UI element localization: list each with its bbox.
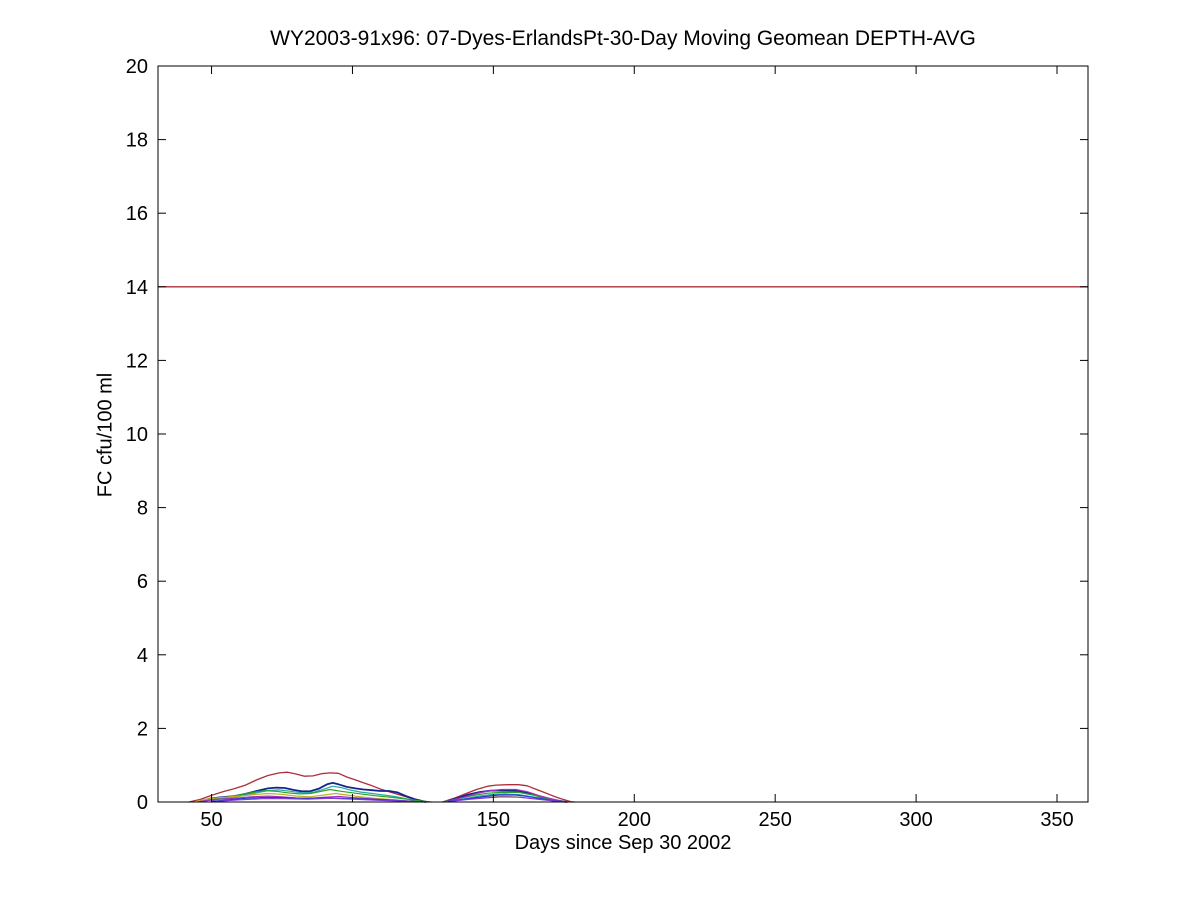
y-tick-label: 6	[137, 571, 148, 593]
axes-box	[157, 65, 1089, 803]
x-tick-label: 350	[1040, 809, 1073, 831]
y-tick-label: 4	[137, 645, 148, 667]
x-tick-label: 250	[758, 809, 791, 831]
x-tick-label: 300	[899, 809, 932, 831]
x-tick-label: 150	[477, 809, 510, 831]
chart-title: WY2003-91x96: 07-Dyes-ErlandsPt-30-Day M…	[270, 27, 976, 50]
y-tick-label: 10	[126, 424, 148, 446]
y-tick-label: 20	[126, 56, 148, 78]
series-envelope-max	[188, 771, 430, 803]
y-axis-label: FC cfu/100 ml	[94, 372, 117, 498]
series-purple	[447, 788, 568, 803]
series-envelope-max	[441, 784, 573, 803]
x-tick-label: 50	[200, 809, 222, 831]
series-violet	[216, 797, 424, 803]
y-tick-label: 2	[137, 718, 148, 740]
x-tick-label: 200	[618, 809, 651, 831]
y-tick-label: 12	[126, 350, 148, 372]
x-tick-label: 100	[336, 809, 369, 831]
y-tick-label: 14	[126, 277, 148, 299]
series-green	[196, 788, 432, 803]
y-tick-label: 16	[126, 203, 148, 225]
y-tick-label: 18	[126, 130, 148, 152]
x-axis-label: Days since Sep 30 2002	[514, 832, 732, 854]
series-violet	[450, 796, 568, 803]
y-tick-label: 0	[137, 792, 148, 814]
y-tick-label: 8	[137, 498, 148, 520]
